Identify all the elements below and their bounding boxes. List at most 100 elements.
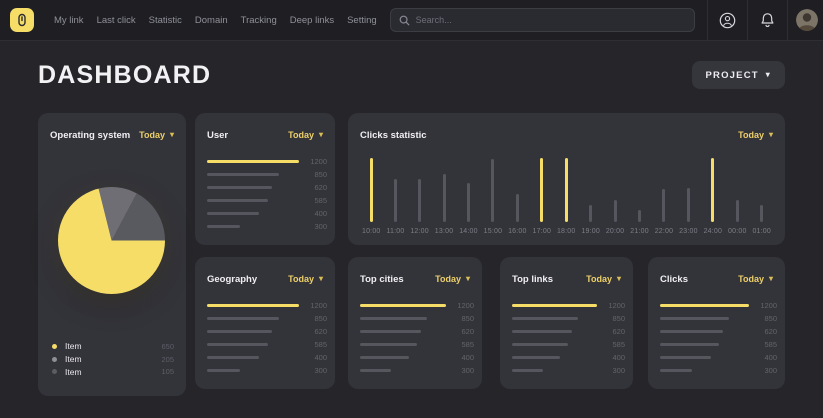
chart-bar-track [735,158,739,222]
user-circle-icon [719,12,735,28]
chevron-down-icon: ▾ [616,274,621,283]
chevron-down-icon: ▾ [169,130,174,139]
chevron-down-icon: ▾ [765,70,771,79]
period-dropdown[interactable]: Today ▾ [738,274,773,284]
app-logo[interactable] [10,8,34,32]
card-clicks: Clicks Today ▾ 1200 850 [648,257,785,389]
period-label: Today [738,274,764,284]
bar-track [360,330,446,333]
bar-track [512,369,597,372]
bar-row: 850 [207,170,327,179]
bar-track [207,369,299,372]
bar-row: 400 [360,353,474,362]
bar-value: 400 [314,209,327,218]
bar-track [360,304,446,307]
legend-label: Item [65,366,82,377]
pie-chart [58,187,165,294]
card-geography: Geography Today ▾ 1200 850 [195,257,335,389]
period-dropdown[interactable]: Today ▾ [435,274,470,284]
time-label: 14:00 [459,228,478,235]
chart-bar [589,204,593,222]
bar-track [660,304,749,307]
search-icon [399,15,410,25]
page-head: DASHBOARD PROJECT ▾ [38,55,785,95]
project-dropdown[interactable]: PROJECT ▾ [691,61,785,89]
legend-value: 205 [161,354,174,364]
chart-bar-track [760,158,764,222]
bar [360,356,410,359]
bar-value: 300 [764,366,777,375]
search-input[interactable] [415,15,686,25]
bar-value: 620 [314,183,327,192]
period-dropdown[interactable]: Today ▾ [139,130,174,140]
bar-track [360,317,446,320]
bar-row: 850 [207,314,327,323]
chart-column: 21:00 [630,158,649,235]
bar-value: 1200 [760,301,777,310]
nav-item[interactable]: Domain [194,14,228,26]
nav-item[interactable]: Last click [96,14,136,26]
account-button[interactable] [706,0,747,41]
bar-value: 300 [314,222,327,231]
chart-bar [735,199,739,222]
bar-row: 620 [360,327,474,336]
bar [207,160,299,163]
chevron-down-icon: ▾ [318,130,323,139]
period-dropdown[interactable]: Today ▾ [586,274,621,284]
bar-track [207,343,299,346]
card-title: Top cities [360,273,404,285]
bar-value: 1200 [310,157,327,166]
chevron-down-icon: ▾ [768,274,773,283]
period-dropdown[interactable]: Today ▾ [738,130,773,140]
bar [207,186,273,189]
bar-track [360,343,446,346]
legend-label: Item [65,341,82,352]
nav-item[interactable]: My link [54,14,84,26]
card-clicks-statistic: Clicks statistic Today ▾ 10:00 11:00 [348,113,785,245]
bar-row: 300 [512,366,625,375]
chart-column: 00:00 [728,158,747,235]
chart-column: 10:00 [362,158,381,235]
bar-track [207,173,299,176]
bar-row: 300 [207,222,327,231]
bar-track [660,317,749,320]
bar-value: 850 [314,314,327,323]
chevron-down-icon: ▾ [768,130,773,139]
period-dropdown[interactable]: Today ▾ [288,274,323,284]
bar [512,304,597,307]
card-title: Clicks [660,273,688,285]
notifications-button[interactable] [746,0,787,41]
bar-track [207,304,299,307]
period-label: Today [738,130,764,140]
bar-row: 585 [660,340,777,349]
legend-item: Item 105 [52,366,174,379]
pie-legend: Item 650 Item 205 Item 105 [52,340,174,378]
chevron-down-icon: ▾ [318,274,323,283]
bar [660,356,711,359]
clicks-chart: 10:00 11:00 12:00 13:00 [362,158,771,235]
bar-track [207,160,299,163]
nav-item[interactable]: Tracking [240,14,277,26]
bar-row: 850 [660,314,777,323]
bar [360,330,422,333]
search-box[interactable] [389,8,695,32]
period-dropdown[interactable]: Today ▾ [288,130,323,140]
bar-track [207,199,299,202]
bar-value: 585 [764,340,777,349]
chart-bar-track [662,158,666,222]
avatar[interactable] [786,0,823,41]
chart-bar [711,158,715,222]
page-title: DASHBOARD [38,60,212,89]
bar-list: 1200 850 620 585 [512,301,625,375]
bar-track [512,304,597,307]
chart-bar [491,159,495,222]
nav-item[interactable]: Deep links [289,14,335,26]
card-top-links: Top links Today ▾ 1200 850 [500,257,633,389]
bar-row: 850 [512,314,625,323]
bar-track [512,343,597,346]
nav-item[interactable]: Setting [347,14,377,26]
nav-item[interactable]: Statistic [148,14,182,26]
chart-bar-track [466,158,470,222]
bar-value: 1200 [310,301,327,310]
legend-dot-icon [52,369,57,375]
